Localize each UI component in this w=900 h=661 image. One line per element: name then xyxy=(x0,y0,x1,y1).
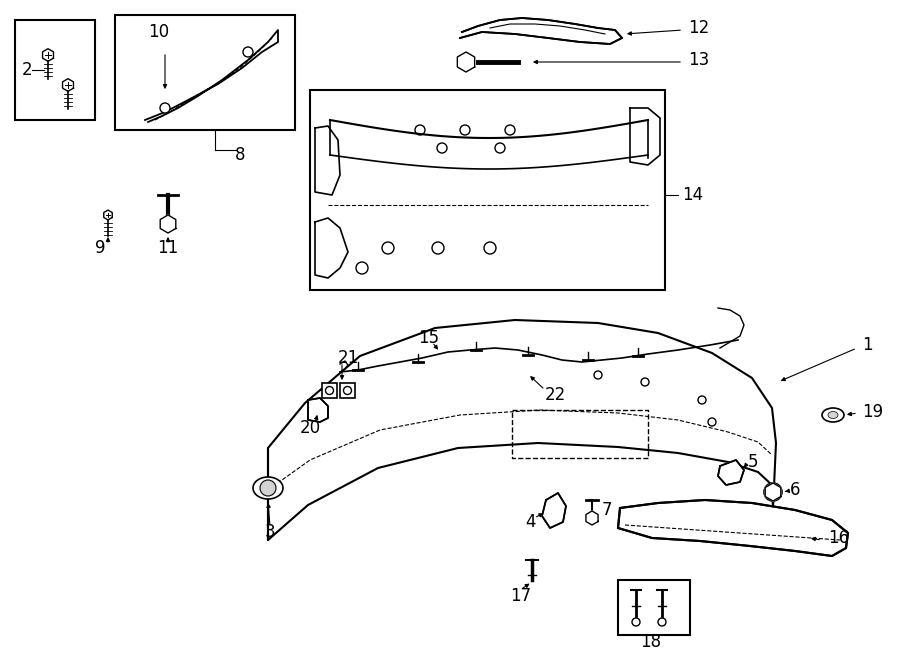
Text: 21: 21 xyxy=(338,349,358,367)
Ellipse shape xyxy=(253,477,283,499)
Text: 16: 16 xyxy=(828,529,849,547)
Polygon shape xyxy=(115,15,295,130)
Text: 6: 6 xyxy=(790,481,800,499)
Text: 1: 1 xyxy=(862,336,873,354)
Polygon shape xyxy=(62,79,74,91)
Polygon shape xyxy=(268,320,776,540)
Polygon shape xyxy=(718,460,744,485)
Text: 13: 13 xyxy=(688,51,709,69)
Text: 5: 5 xyxy=(748,453,759,471)
Text: 4: 4 xyxy=(525,513,535,531)
Text: 12: 12 xyxy=(688,19,709,37)
Circle shape xyxy=(764,483,782,501)
Polygon shape xyxy=(15,20,95,120)
Circle shape xyxy=(160,103,170,113)
Polygon shape xyxy=(460,18,622,44)
Polygon shape xyxy=(104,210,112,220)
Polygon shape xyxy=(618,580,690,635)
Polygon shape xyxy=(42,49,53,61)
Text: 11: 11 xyxy=(158,239,178,257)
Text: 14: 14 xyxy=(682,186,703,204)
Text: 2: 2 xyxy=(22,61,32,79)
Text: 15: 15 xyxy=(418,329,439,347)
Text: 20: 20 xyxy=(300,419,320,437)
Text: 10: 10 xyxy=(148,23,169,41)
Ellipse shape xyxy=(828,412,838,418)
Polygon shape xyxy=(308,398,328,422)
Polygon shape xyxy=(542,493,566,528)
Text: 8: 8 xyxy=(235,146,245,164)
Polygon shape xyxy=(765,483,781,501)
Circle shape xyxy=(243,47,253,57)
Circle shape xyxy=(260,480,276,496)
Ellipse shape xyxy=(822,408,844,422)
Polygon shape xyxy=(457,52,474,72)
Polygon shape xyxy=(618,500,848,556)
Text: 22: 22 xyxy=(544,386,565,404)
Polygon shape xyxy=(340,383,355,398)
Text: 17: 17 xyxy=(510,587,531,605)
Polygon shape xyxy=(586,511,598,525)
Polygon shape xyxy=(322,383,337,398)
Text: 3: 3 xyxy=(265,523,275,541)
Text: 18: 18 xyxy=(641,633,662,651)
Polygon shape xyxy=(310,90,665,290)
Text: 9: 9 xyxy=(94,239,105,257)
Text: 7: 7 xyxy=(602,501,613,519)
Text: 19: 19 xyxy=(862,403,883,421)
Polygon shape xyxy=(160,215,176,233)
